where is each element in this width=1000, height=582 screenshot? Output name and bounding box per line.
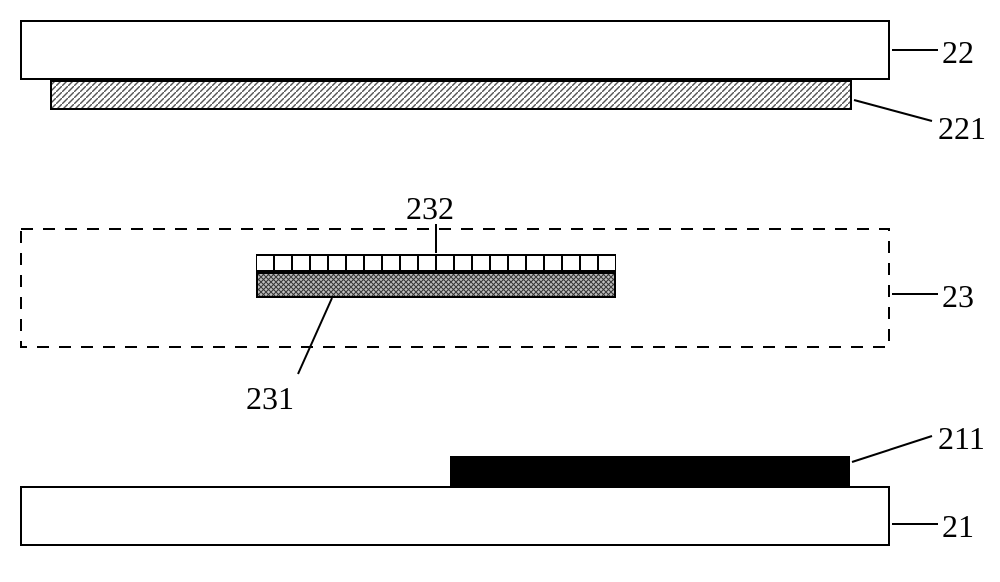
layer-231 — [256, 272, 616, 298]
label-23: 23 — [942, 278, 974, 315]
label-21: 21 — [942, 508, 974, 545]
layer-21 — [20, 486, 890, 546]
layer-22 — [20, 20, 890, 80]
label-211: 211 — [938, 420, 985, 457]
layer-221 — [50, 80, 852, 110]
label-22: 22 — [942, 34, 974, 71]
label-221: 221 — [938, 110, 986, 147]
label-232: 232 — [406, 190, 454, 227]
diagram-stage: 22 221 232 23 231 211 21 — [0, 0, 1000, 582]
layer-232 — [256, 254, 616, 272]
label-231: 231 — [246, 380, 294, 417]
layer-211 — [450, 456, 850, 486]
